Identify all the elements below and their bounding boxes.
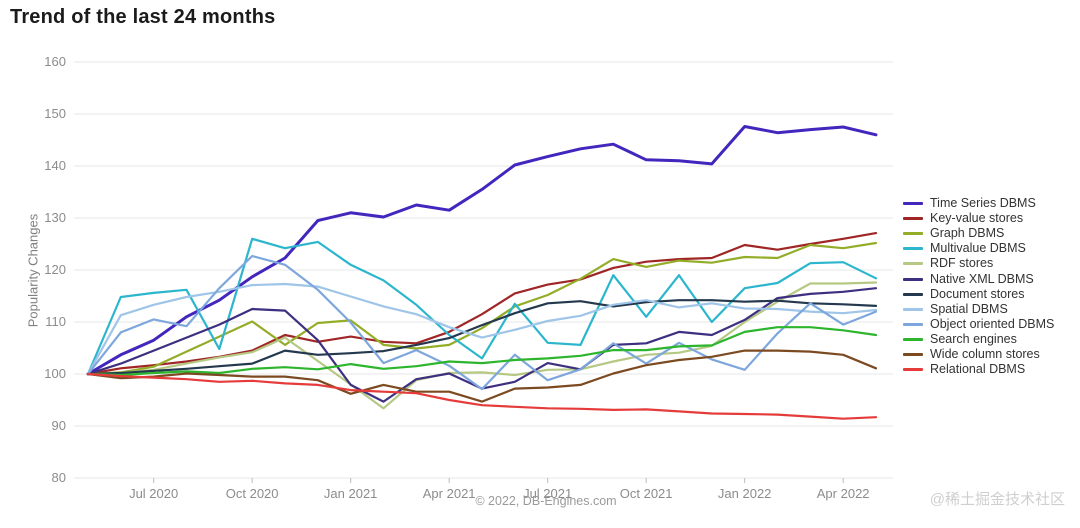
legend-swatch-document-stores [903,292,923,296]
legend-item-search-engines[interactable]: Search engines [903,332,1017,347]
legend-label-key-value-stores: Key-value stores [930,211,1024,226]
legend-swatch-wide-column-stores [903,353,923,356]
series-line-multivalue-dbms [86,237,878,376]
legend-label-rdf-stores: RDF stores [930,256,994,271]
x-tick-label: Jul 2020 [129,486,179,501]
legend-label-object-oriented-dbms: Object oriented DBMS [930,316,1055,331]
series-line-object-oriented-dbms [86,254,878,391]
series-line-document-stores [86,299,878,376]
legend-swatch-multivalue-dbms [903,247,923,251]
legend-label-document-stores: Document stores [930,286,1025,301]
legend-item-rdf-stores[interactable]: RDF stores [903,256,993,271]
y-tick-label: 150 [44,106,66,121]
legend-item-native-xml-dbms[interactable]: Native XML DBMS [903,272,1034,287]
y-tick-label: 130 [44,210,66,225]
legend-label-time-series-dbms: Time Series DBMS [930,196,1036,210]
legend-label-search-engines: Search engines [930,331,1017,346]
x-tick-label: Jul 2021 [523,486,573,501]
series-line-time-series-dbms [86,125,878,376]
x-tick-label: Oct 2021 [619,486,673,501]
watermark: @稀土掘金技术社区 [929,491,1065,508]
series-line-wide-column-stores [86,349,878,403]
y-tick-label: 110 [45,314,66,329]
legend-label-spatial-dbms: Spatial DBMS [930,301,1008,316]
x-tick-label: Apr 2021 [422,486,476,501]
x-tick-label: Jan 2022 [717,486,772,501]
chart-title: Trend of the last 24 months [10,6,276,28]
legend-swatch-key-value-stores [903,217,923,221]
legend-swatch-graph-dbms [903,232,923,236]
legend-swatch-relational-dbms [903,368,923,372]
legend-item-time-series-dbms[interactable]: Time Series DBMS [903,196,1036,211]
series-line-spatial-dbms [86,282,878,376]
series-line-graph-dbms [86,241,878,376]
legend-item-wide-column-stores[interactable]: Wide column stores [903,347,1040,362]
legend-item-key-value-stores[interactable]: Key-value stores [903,211,1023,226]
legend-item-document-stores[interactable]: Document stores [903,287,1024,302]
legend-item-object-oriented-dbms[interactable]: Object oriented DBMS [903,317,1054,332]
y-tick-label: 80 [51,470,66,485]
x-tick-label: Jan 2021 [323,486,378,501]
legend-item-graph-dbms[interactable]: Graph DBMS [903,226,1004,241]
legend-swatch-native-xml-dbms [903,277,923,281]
x-tick-label: Oct 2020 [225,486,279,501]
legend-item-relational-dbms[interactable]: Relational DBMS [903,362,1025,377]
legend-item-multivalue-dbms[interactable]: Multivalue DBMS [903,241,1026,256]
y-tick-label: 120 [44,262,66,277]
x-tick-label: Apr 2022 [816,486,870,501]
y-tick-label: 90 [51,418,66,433]
copyright-note: © 2022, DB-Engines.com [475,494,617,508]
legend-swatch-search-engines [903,337,923,341]
legend-label-wide-column-stores: Wide column stores [930,347,1040,361]
y-tick-label: 100 [44,366,66,381]
legend-swatch-object-oriented-dbms [903,322,923,326]
legend-label-native-xml-dbms: Native XML DBMS [930,271,1034,286]
legend-item-spatial-dbms[interactable]: Spatial DBMS [903,302,1008,317]
y-tick-label: 160 [44,54,66,69]
y-tick-label: 140 [44,158,66,173]
legend-label-multivalue-dbms: Multivalue DBMS [930,241,1026,256]
series-line-rdf-stores [86,281,878,410]
legend-swatch-time-series-dbms [903,202,923,205]
legend-label-graph-dbms: Graph DBMS [930,226,1005,241]
legend-swatch-spatial-dbms [903,307,923,311]
legend-swatch-rdf-stores [903,262,923,266]
legend-label-relational-dbms: Relational DBMS [930,362,1026,377]
series-line-relational-dbms [86,372,878,420]
series-line-search-engines [86,326,878,377]
